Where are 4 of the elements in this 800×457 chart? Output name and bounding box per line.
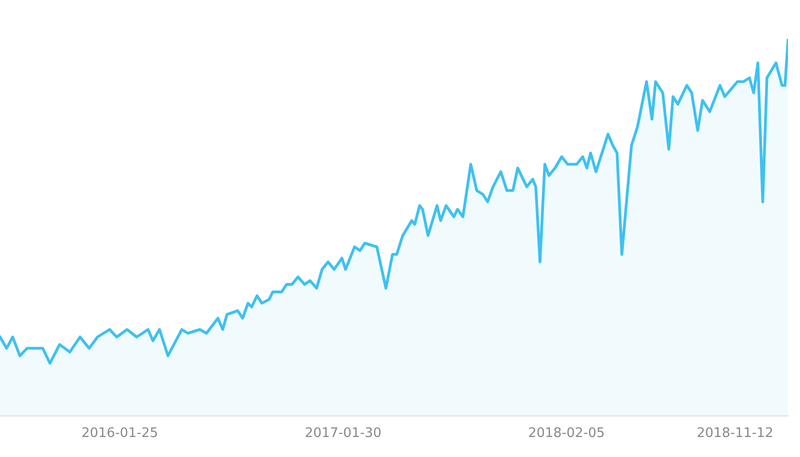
x-tick-label: 2017-01-30 bbox=[306, 427, 381, 438]
x-tick-label: 2016-01-25 bbox=[82, 427, 157, 438]
x-tick-label: 2018-11-12 bbox=[698, 427, 772, 438]
x-tick-label: 2018-02-05 bbox=[529, 427, 604, 438]
